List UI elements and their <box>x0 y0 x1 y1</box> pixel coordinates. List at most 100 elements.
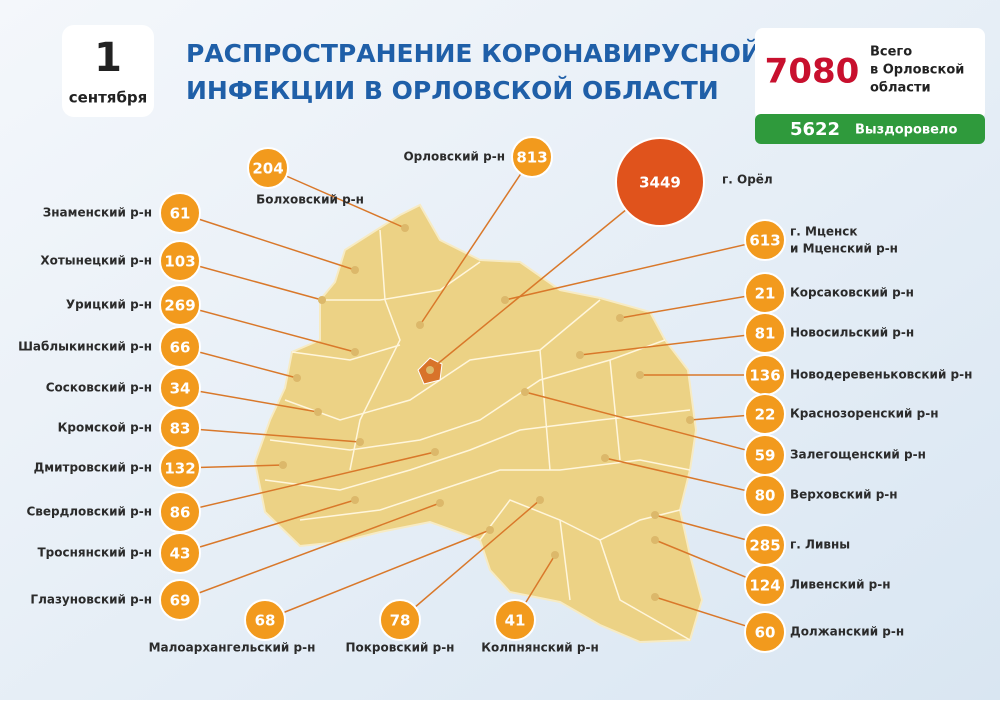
leader-line <box>179 260 323 301</box>
value-badge <box>159 192 201 234</box>
leader-line <box>267 167 406 229</box>
district-name: Покровский р-н <box>346 641 455 655</box>
district-value: 285 <box>749 537 780 555</box>
value-badge <box>744 611 786 653</box>
district-name: Орловский р-н <box>403 150 505 164</box>
district-name: Краснозоренский р-н <box>790 407 939 421</box>
district-value: 204 <box>252 160 283 178</box>
district-dot <box>356 438 364 446</box>
leader-line <box>179 387 319 413</box>
value-badge <box>379 599 421 641</box>
district-name: Новодеревеньковский р-н <box>790 368 972 382</box>
value-badge <box>159 579 201 621</box>
total-value: 7080 <box>765 52 860 92</box>
district-dot <box>318 296 326 304</box>
value-badge <box>159 447 201 489</box>
district-value: 68 <box>255 612 276 630</box>
district-name: и Мценский р-н <box>790 242 898 256</box>
total-label: в Орловской <box>870 63 964 78</box>
date-day: 1 <box>94 35 122 81</box>
district-value: 22 <box>755 406 776 424</box>
district-name: Ливенский р-н <box>790 578 891 592</box>
district-value: 61 <box>170 205 191 223</box>
district-name: Колпнянский р-н <box>481 641 599 655</box>
district-dot <box>314 408 322 416</box>
leader-line <box>264 529 491 621</box>
district-name: Малоархангельский р-н <box>149 641 316 655</box>
district-dot <box>401 224 409 232</box>
district-dot <box>686 416 694 424</box>
district-value: 60 <box>755 624 776 642</box>
district-value: 21 <box>755 285 776 303</box>
value-badge <box>615 137 705 227</box>
district-dot <box>431 448 439 456</box>
district-name: Глазуновский р-н <box>30 593 152 607</box>
district-name: г. Орёл <box>722 173 773 187</box>
district-dot <box>636 371 644 379</box>
district-dot <box>279 461 287 469</box>
leader-line <box>524 391 766 456</box>
district-dot <box>551 551 559 559</box>
district-dot <box>293 374 301 382</box>
value-badge <box>159 532 201 574</box>
leader-line <box>179 451 436 513</box>
total-label: области <box>870 81 931 96</box>
district-dot <box>486 526 494 534</box>
recovered-label: Выздоровело <box>855 123 957 138</box>
district-dot <box>351 496 359 504</box>
leader-line <box>399 499 541 621</box>
district-name: Свердловский р-н <box>26 505 152 519</box>
date-month: сентября <box>69 89 148 107</box>
district-value: 3449 <box>639 174 681 192</box>
totals-box <box>755 28 985 120</box>
value-badge <box>744 474 786 516</box>
district-dot <box>436 499 444 507</box>
district-name: Залегощенский р-н <box>790 448 926 462</box>
leader-line <box>179 212 356 271</box>
district-value: 59 <box>755 447 776 465</box>
district-name: Сосковский р-н <box>46 381 152 395</box>
district-dot <box>351 348 359 356</box>
district-name: Должанский р-н <box>790 625 904 639</box>
district-value: 43 <box>170 545 191 563</box>
value-badge <box>247 147 289 189</box>
district-name: г. Мценск <box>790 225 858 239</box>
district-dot <box>576 351 584 359</box>
district-value: 103 <box>164 253 195 271</box>
district-value: 136 <box>749 367 780 385</box>
district-dot <box>501 296 509 304</box>
district-value: 124 <box>749 577 780 595</box>
district-value: 80 <box>755 487 776 505</box>
district-value: 69 <box>170 592 191 610</box>
district-dot <box>426 366 434 374</box>
district-dot <box>536 496 544 504</box>
district-dot <box>651 536 659 544</box>
leader-line <box>179 499 356 554</box>
leader-line <box>619 292 766 319</box>
district-name: Новосильский р-н <box>790 326 914 340</box>
district-value: 813 <box>516 149 547 167</box>
district-name: Дмитровский р-н <box>34 461 152 475</box>
leader-line <box>579 332 766 356</box>
district-value: 132 <box>164 460 195 478</box>
leader-line <box>604 457 766 496</box>
district-value: 81 <box>755 325 776 343</box>
district-layer: 61 Знаменский р-н 103 Хотынецкий р-н 269 Уриц… <box>18 136 972 655</box>
district-value: 66 <box>170 339 191 357</box>
district-value: 613 <box>749 232 780 250</box>
date-box <box>62 25 154 117</box>
district-value: 269 <box>164 297 195 315</box>
value-badge <box>159 284 201 326</box>
district-value: 34 <box>170 380 191 398</box>
district-dot <box>351 266 359 274</box>
district-name: Знаменский р-н <box>43 206 152 220</box>
district-dot <box>616 314 624 322</box>
district-name: Корсаковский р-н <box>790 286 914 300</box>
district-dot <box>651 511 659 519</box>
total-label: Всего <box>870 45 912 60</box>
district-name: Верховский р-н <box>790 488 898 502</box>
leader-line <box>419 156 533 326</box>
district-value: 41 <box>505 612 526 630</box>
value-badge <box>494 599 536 641</box>
leader-line <box>504 239 766 301</box>
